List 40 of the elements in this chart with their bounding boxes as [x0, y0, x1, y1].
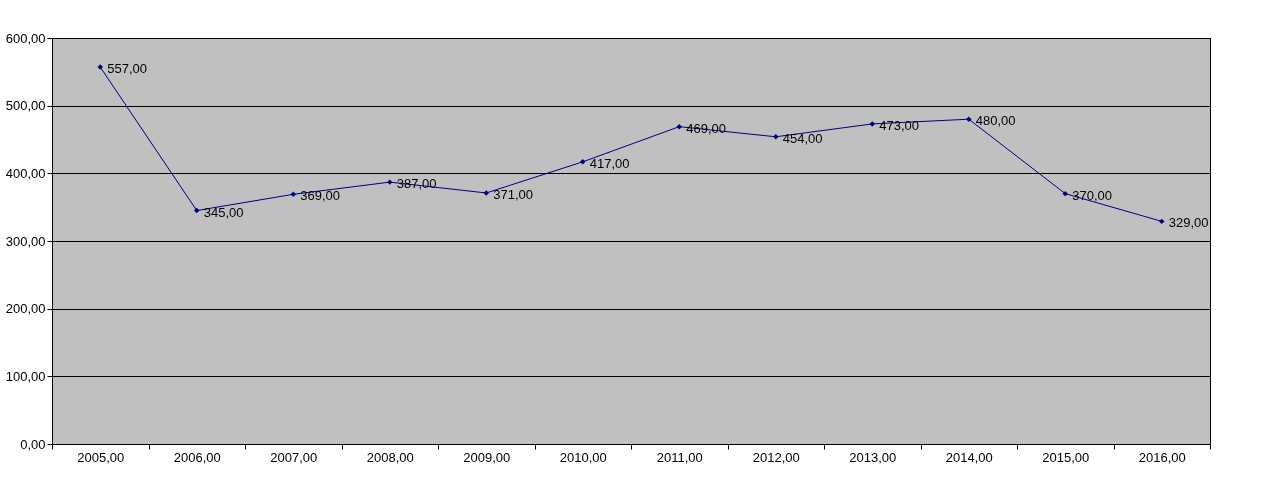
- y-tick-label: 500,00: [5, 98, 46, 114]
- y-tick-label: 300,00: [5, 233, 46, 249]
- x-tick-label: 2010,00: [559, 449, 607, 465]
- data-label: 417,00: [589, 155, 630, 171]
- x-tick-label: 2005,00: [77, 449, 125, 465]
- x-tick-label: 2007,00: [270, 449, 318, 465]
- x-tick-label: 2015,00: [1042, 449, 1090, 465]
- point: [1062, 190, 1068, 197]
- x-tick-label: 2012,00: [752, 449, 800, 465]
- point: [1159, 218, 1165, 225]
- point: [387, 179, 393, 185]
- x-tick-label: 2013,00: [849, 449, 897, 465]
- x-tick-label: 2008,00: [366, 449, 414, 465]
- data-label: 370,00: [1072, 187, 1113, 203]
- y-tick-label: 400,00: [5, 165, 46, 181]
- data-label: 329,00: [1168, 215, 1209, 231]
- point: [290, 191, 296, 198]
- data-label: 557,00: [107, 61, 148, 77]
- point: [194, 207, 200, 214]
- x-tick-label: 2011,00: [656, 449, 703, 465]
- point: [773, 134, 779, 140]
- point: [97, 64, 103, 70]
- point: [676, 123, 682, 130]
- x-tick-label: 2014,00: [945, 449, 993, 465]
- y-tick-label: 600,00: [5, 30, 46, 46]
- x-tick-label: 2016,00: [1138, 449, 1186, 465]
- data-label: 345,00: [203, 204, 244, 220]
- x-tick-label: 2006,00: [173, 449, 221, 465]
- point: [483, 190, 489, 196]
- y-tick-label: 0,00: [20, 436, 46, 452]
- point: [966, 116, 972, 122]
- point: [580, 159, 586, 165]
- data-label: 369,00: [300, 188, 341, 204]
- point: [869, 121, 875, 127]
- y-tick-label: 200,00: [5, 301, 46, 317]
- y-tick-label: 100,00: [5, 368, 46, 384]
- data-label: 371,00: [493, 186, 534, 202]
- x-tick-label: 2009,00: [463, 449, 511, 465]
- data-label: 480,00: [975, 113, 1016, 129]
- data-label: 454,00: [782, 130, 823, 146]
